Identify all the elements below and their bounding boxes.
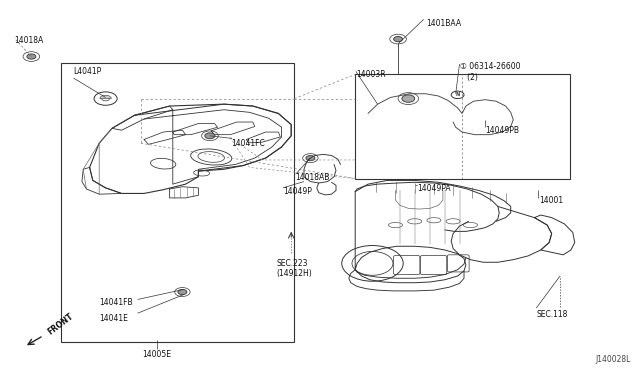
- Text: 14041E: 14041E: [99, 314, 128, 323]
- Text: 14001: 14001: [539, 196, 563, 205]
- Text: 14049PB: 14049PB: [485, 126, 519, 135]
- Text: 14041FB: 14041FB: [99, 298, 133, 307]
- Bar: [61, 63, 294, 342]
- Text: J140028L: J140028L: [595, 355, 630, 364]
- Text: L4041P: L4041P: [74, 67, 102, 76]
- Circle shape: [205, 133, 215, 139]
- Text: 14049PA: 14049PA: [417, 184, 451, 193]
- Text: 14018A: 14018A: [14, 36, 44, 45]
- Text: 14005E: 14005E: [142, 350, 172, 359]
- Circle shape: [306, 155, 315, 161]
- Wedge shape: [100, 95, 111, 99]
- Text: N: N: [456, 92, 460, 97]
- Text: 14018AB: 14018AB: [296, 173, 330, 182]
- Circle shape: [27, 54, 36, 59]
- Circle shape: [402, 95, 415, 102]
- Text: 14003R: 14003R: [356, 70, 385, 79]
- Text: SEC.118: SEC.118: [536, 310, 568, 318]
- Circle shape: [394, 36, 403, 42]
- Text: FRONT: FRONT: [46, 311, 75, 336]
- Text: 1401BAA: 1401BAA: [426, 19, 461, 28]
- Text: 14041FC: 14041FC: [232, 140, 266, 148]
- Text: ① 06314-26600
   (2): ① 06314-26600 (2): [460, 62, 520, 82]
- Text: 14049P: 14049P: [283, 187, 312, 196]
- Circle shape: [178, 289, 187, 295]
- Text: SEC.223
(14912H): SEC.223 (14912H): [276, 259, 312, 278]
- Bar: [355, 74, 570, 179]
